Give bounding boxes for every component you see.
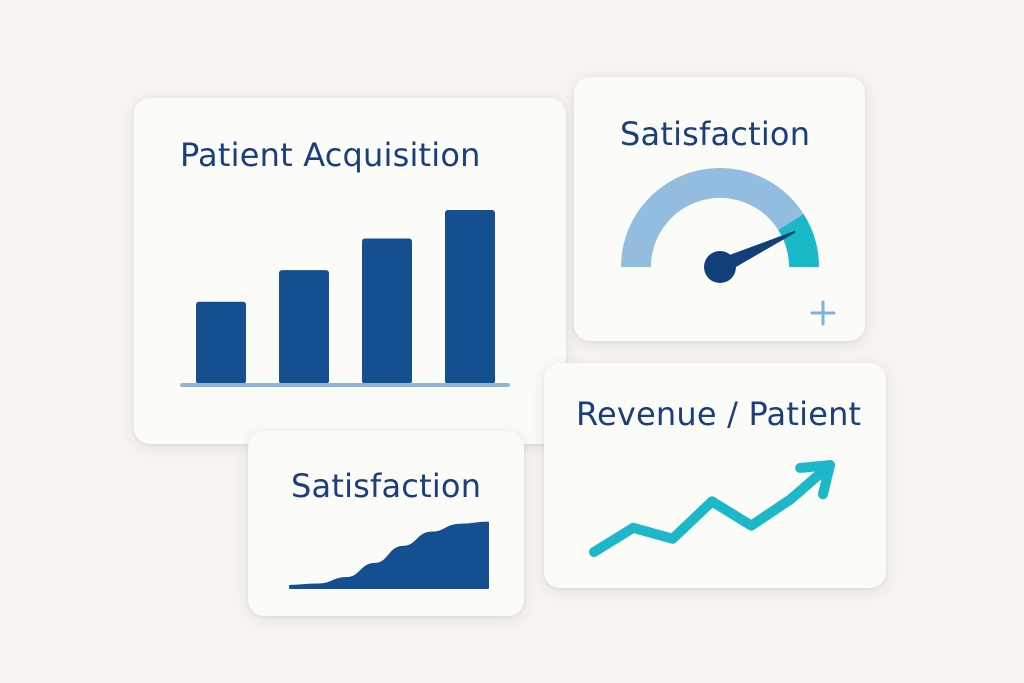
gauge-track <box>621 168 804 268</box>
patient-acquisition-card: Patient Acquisition <box>134 98 566 444</box>
revenue-per-patient-title: Revenue / Patient <box>576 395 862 433</box>
revenue-per-patient-card: Revenue / Patient <box>544 363 886 588</box>
revenue-trend-line <box>589 460 835 557</box>
bar-1 <box>196 301 246 384</box>
satisfaction-gauge-title: Satisfaction <box>620 115 811 153</box>
satisfaction-area-card: Satisfaction <box>248 431 524 616</box>
bar-2 <box>279 270 329 384</box>
patient-acquisition-title: Patient Acquisition <box>180 136 481 174</box>
revenue-per-patient-line-chart <box>589 460 835 557</box>
satisfaction-gauge <box>621 168 836 326</box>
gauge-accent-segment <box>777 213 819 268</box>
satisfaction-area-chart <box>289 521 489 589</box>
revenue-trend-arrowhead <box>795 460 835 500</box>
patient-acquisition-bar-chart <box>180 210 510 387</box>
bar-4 <box>445 210 495 384</box>
satisfaction-gauge-card: Satisfaction <box>574 77 865 341</box>
bar-3 <box>362 238 412 384</box>
gauge-needle-hub <box>704 251 736 283</box>
satisfaction-area-fill <box>289 521 489 589</box>
satisfaction-area-title: Satisfaction <box>291 467 482 505</box>
plus-icon[interactable] <box>810 300 836 326</box>
